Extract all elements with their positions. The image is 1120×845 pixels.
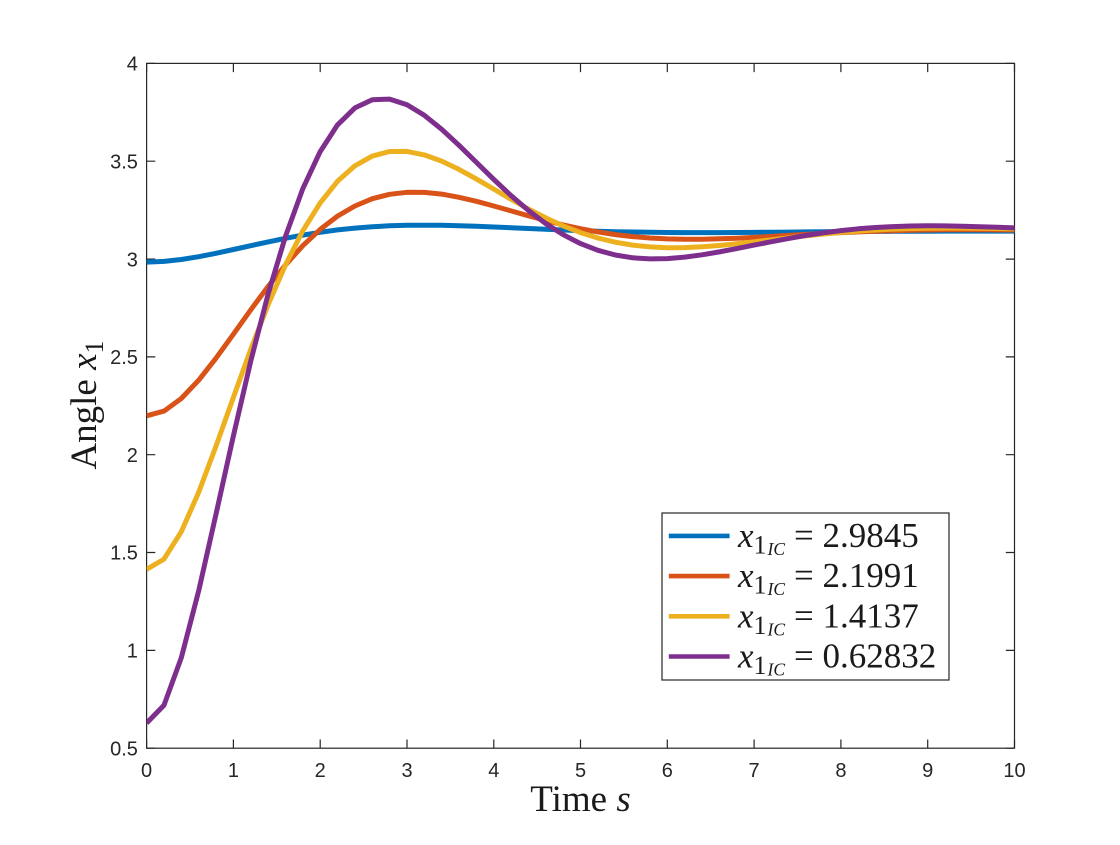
svg-text:0: 0 (141, 760, 152, 782)
svg-text:x1IC= 2.1991: x1IC = 2.1991 (737, 556, 919, 600)
svg-text:1: 1 (127, 641, 138, 663)
svg-text:2.5: 2.5 (110, 347, 138, 369)
svg-text:x1IC= 1.4137: x1IC = 1.4137 (737, 596, 919, 640)
svg-text:2: 2 (315, 760, 326, 782)
svg-text:4: 4 (488, 760, 499, 782)
svg-text:6: 6 (662, 760, 673, 782)
svg-text:Angle x1: Angle x1 (64, 340, 109, 469)
svg-text:1.5: 1.5 (110, 543, 138, 565)
svg-text:10: 10 (1003, 760, 1025, 782)
svg-text:1: 1 (228, 760, 239, 782)
svg-text:4: 4 (127, 54, 138, 76)
svg-text:7: 7 (749, 760, 760, 782)
svg-text:3: 3 (401, 760, 412, 782)
svg-text:Time s: Time s (530, 779, 630, 820)
svg-text:0.5: 0.5 (110, 738, 138, 760)
svg-text:5: 5 (575, 760, 586, 782)
svg-text:3.5: 3.5 (110, 151, 138, 173)
svg-text:9: 9 (922, 760, 933, 782)
svg-text:x1IC= 0.62832: x1IC = 0.62832 (737, 637, 936, 681)
svg-text:3: 3 (127, 249, 138, 271)
svg-text:x1IC= 2.9845: x1IC = 2.9845 (737, 516, 919, 560)
svg-text:8: 8 (835, 760, 846, 782)
svg-text:2: 2 (127, 445, 138, 467)
